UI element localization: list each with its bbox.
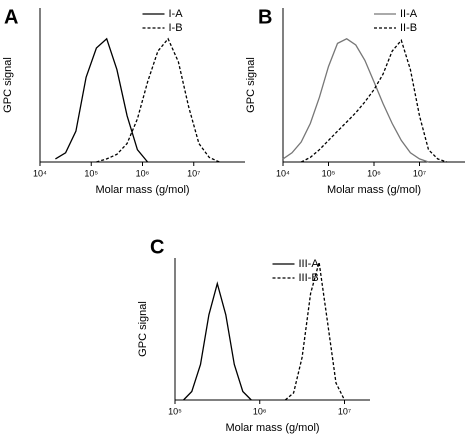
x-tick-label: 10⁷ [187,168,200,178]
x-axis-label: Molar mass (g/mol) [225,422,319,434]
x-tick-label: 10⁵ [322,168,336,178]
legend-label: I-B [169,22,183,34]
series-line [96,37,220,163]
x-tick-label: 10⁷ [338,406,351,416]
y-axis-label: GPC signal [2,57,14,113]
series-line [282,38,429,163]
x-tick-label: 10⁵ [84,168,98,178]
x-tick-label: 10⁶ [367,168,381,178]
x-tick-label: 10⁵ [168,406,182,416]
y-axis-label: GPC signal [245,57,257,113]
y-axis-label: GPC signal [137,301,149,357]
x-tick-label: 10⁴ [33,168,47,178]
x-axis-label: Molar mass (g/mol) [327,184,421,196]
x-axis-label: Molar mass (g/mol) [95,184,189,196]
x-tick-label: 10⁶ [253,406,267,416]
series-line [284,262,346,401]
x-tick-label: 10⁷ [413,168,426,178]
x-tick-label: 10⁴ [276,168,290,178]
panel-letter: C [150,236,164,258]
legend-label: III-B [299,272,319,284]
x-tick-label: 10⁶ [136,168,150,178]
series-line [300,38,448,163]
panel-letter: A [4,6,18,28]
legend-label: II-B [400,22,417,34]
series-line [183,281,252,401]
legend-label: I-A [169,8,184,20]
legend-label: III-A [299,258,320,270]
series-line [55,37,149,163]
panel-letter: B [258,6,272,28]
legend-label: II-A [400,8,418,20]
